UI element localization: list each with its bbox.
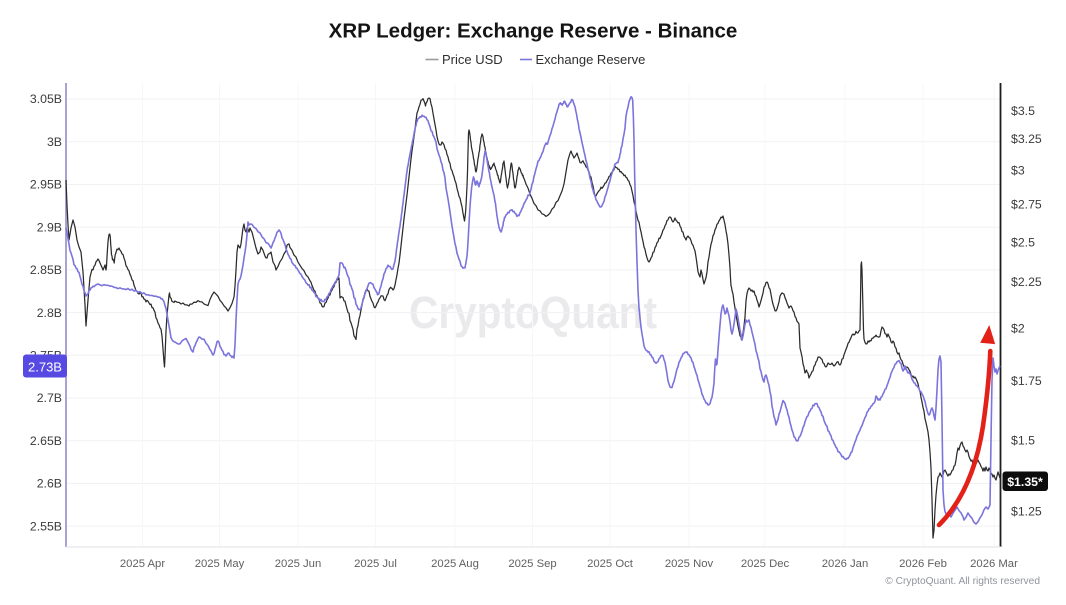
svg-text:2025 Sep: 2025 Sep xyxy=(508,558,556,570)
svg-text:2.8B: 2.8B xyxy=(37,306,62,320)
svg-text:$1.35*: $1.35* xyxy=(1007,475,1043,489)
svg-text:2025 May: 2025 May xyxy=(195,558,245,570)
svg-text:3.05B: 3.05B xyxy=(30,92,62,106)
svg-text:XRP Ledger: Exchange Reserve -: XRP Ledger: Exchange Reserve - Binance xyxy=(329,20,738,43)
svg-text:Price USD: Price USD xyxy=(442,52,503,67)
svg-text:$1.75: $1.75 xyxy=(1011,374,1042,388)
svg-text:2.9B: 2.9B xyxy=(37,220,62,234)
svg-text:$2.5: $2.5 xyxy=(1011,236,1035,250)
svg-text:2025 Aug: 2025 Aug xyxy=(431,558,479,570)
svg-text:2.6B: 2.6B xyxy=(37,477,62,491)
svg-text:$3.5: $3.5 xyxy=(1011,104,1035,118)
svg-text:2025 Apr: 2025 Apr xyxy=(120,558,165,570)
svg-text:3B: 3B xyxy=(47,135,62,149)
svg-text:2.65B: 2.65B xyxy=(30,434,62,448)
svg-text:2.7B: 2.7B xyxy=(37,391,62,405)
svg-text:2026 Jan: 2026 Jan xyxy=(822,558,868,570)
svg-text:2025 Oct: 2025 Oct xyxy=(587,558,634,570)
svg-text:$2: $2 xyxy=(1011,322,1025,336)
svg-text:$1.25: $1.25 xyxy=(1011,504,1042,518)
svg-text:$2.25: $2.25 xyxy=(1011,275,1042,289)
svg-text:© CryptoQuant. All rights rese: © CryptoQuant. All rights reserved xyxy=(885,576,1040,587)
svg-text:Exchange Reserve: Exchange Reserve xyxy=(536,52,646,67)
svg-text:2.55B: 2.55B xyxy=(30,519,62,533)
svg-text:2025 Jul: 2025 Jul xyxy=(354,558,397,570)
svg-text:2.95B: 2.95B xyxy=(30,178,62,192)
svg-text:2026 Mar: 2026 Mar xyxy=(970,558,1018,570)
svg-text:2.85B: 2.85B xyxy=(30,263,62,277)
svg-text:2.73B: 2.73B xyxy=(28,360,62,375)
svg-text:2026 Feb: 2026 Feb xyxy=(899,558,947,570)
svg-text:2025 Jun: 2025 Jun xyxy=(275,558,321,570)
svg-text:$2.75: $2.75 xyxy=(1011,197,1042,211)
svg-text:2025 Dec: 2025 Dec xyxy=(741,558,790,570)
svg-text:$3: $3 xyxy=(1011,164,1025,178)
svg-text:$1.5: $1.5 xyxy=(1011,434,1035,448)
svg-text:$3.25: $3.25 xyxy=(1011,132,1042,146)
svg-text:2025 Nov: 2025 Nov xyxy=(665,558,714,570)
